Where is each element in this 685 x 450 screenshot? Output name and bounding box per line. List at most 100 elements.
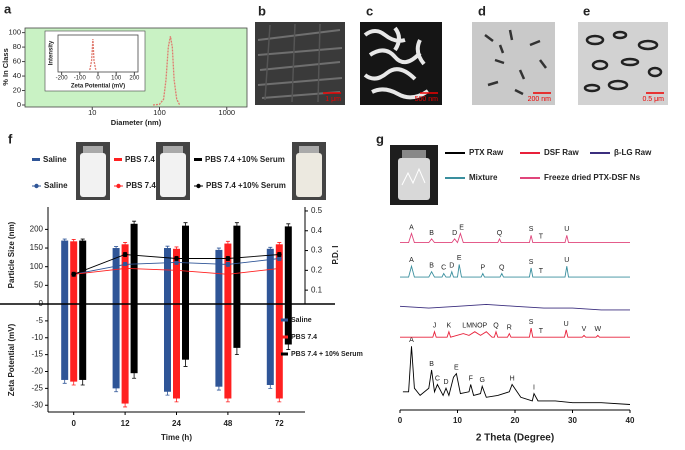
error-bar <box>183 352 188 367</box>
legend-label: PBS 7.4 <box>125 155 155 164</box>
error-bar <box>62 238 67 243</box>
x-tick-label: 1000 <box>218 108 235 117</box>
error-bar <box>174 246 179 252</box>
error-bar <box>114 384 119 393</box>
vial-photo-f2 <box>156 142 190 200</box>
peak-label: Q <box>493 323 499 330</box>
scale-bar-label: 0.5 μm <box>642 96 664 103</box>
x-tick-label: 100 <box>111 76 122 82</box>
xrd-trace <box>400 328 630 338</box>
legend-label: Saline <box>291 317 312 324</box>
error-bar <box>225 240 230 247</box>
panel-label: c <box>366 3 373 18</box>
xrd-trace <box>399 303 630 311</box>
error-bar <box>80 374 85 386</box>
x-tick-label: 200 <box>129 76 140 82</box>
pdi-point <box>225 256 231 261</box>
peak-label: D <box>449 263 454 270</box>
y2-axis-title: P.D. I <box>331 246 340 265</box>
peak-label: U <box>564 321 569 328</box>
peak-label: G <box>479 377 484 384</box>
legend-marker <box>34 183 39 189</box>
peak-label: Q <box>497 230 503 237</box>
zeta-tick-label: -30 <box>31 400 43 409</box>
legend-swatch <box>281 352 288 356</box>
error-bar <box>277 242 282 247</box>
pdi-point <box>174 260 179 265</box>
error-bar <box>123 242 128 247</box>
y-tick-label: 40 <box>13 71 21 80</box>
zeta-bar <box>70 304 78 382</box>
error-bar <box>277 394 282 403</box>
size-bar <box>215 249 223 304</box>
micrograph-c <box>360 22 442 105</box>
zeta-bar <box>121 304 129 404</box>
zeta-bar <box>215 304 223 387</box>
legend-label: Saline <box>43 155 67 164</box>
error-bar <box>71 377 76 386</box>
peak-label: B <box>429 230 434 237</box>
y-tick-label: 100 <box>30 262 44 271</box>
y-tick-label: 80 <box>13 42 21 51</box>
size-bar <box>121 244 129 304</box>
peak-label: T <box>539 268 544 275</box>
legend-label: β-LG Raw <box>614 148 652 157</box>
peak-label: S <box>529 259 534 266</box>
error-bar <box>268 246 273 251</box>
error-bar <box>123 399 128 408</box>
error-bar <box>132 220 137 227</box>
pdi-point <box>276 265 282 271</box>
peak-label: U <box>564 226 569 233</box>
y2-tick-label: 0.2 <box>311 265 323 274</box>
legend-label: PBS 7.4 +10% Serum <box>206 181 286 190</box>
x-axis-title: Diameter (nm) <box>111 118 162 127</box>
error-bar <box>132 367 137 379</box>
size-bar <box>275 244 283 304</box>
x-tick-label: 72 <box>275 419 284 428</box>
size-bar <box>173 248 180 304</box>
x-tick-label: 10 <box>88 108 96 117</box>
size-bar <box>233 225 241 304</box>
peak-label: I <box>533 384 535 391</box>
peak-label: W <box>594 326 601 333</box>
x-tick-label: 20 <box>511 416 520 425</box>
error-bar <box>216 247 221 253</box>
y-tick-label: 20 <box>13 86 21 95</box>
pdi-point <box>122 265 128 271</box>
panel-label: b <box>258 3 266 18</box>
y-tick-label: 0 <box>17 100 21 109</box>
y2-tick-label: 0.3 <box>311 246 323 255</box>
zeta-bar <box>275 304 283 399</box>
zeta-bar <box>173 304 180 399</box>
peak-label: B <box>429 263 434 270</box>
peak-label: A <box>409 224 414 231</box>
legend-label: DSF Raw <box>544 148 579 157</box>
x-tick-label: 30 <box>568 416 577 425</box>
error-bar <box>225 394 230 403</box>
x-tick-label: 100 <box>153 108 166 117</box>
scale-bar-label: 200 nm <box>528 96 552 103</box>
x-tick-label: 10 <box>453 416 462 425</box>
legend-label: Saline <box>44 181 68 190</box>
size-bar <box>61 240 69 304</box>
peak-label: D <box>443 379 448 386</box>
legend-swatch <box>114 158 122 161</box>
error-bar <box>286 339 291 350</box>
legend-label: PBS 7.4 <box>291 334 317 341</box>
peak-label: Q <box>499 264 505 271</box>
peak-label: C <box>441 264 446 271</box>
x-axis-title: 2 Theta (Degree) <box>476 433 554 444</box>
legend-swatch <box>194 158 202 161</box>
zeta-tick-label: -15 <box>31 350 43 359</box>
legend-marker <box>116 183 121 189</box>
x-tick-label: 0 <box>398 416 403 425</box>
peak-label: P <box>480 264 485 271</box>
plot-area <box>57 34 139 73</box>
y-axis-title: Intensity <box>49 40 55 65</box>
zeta-tick-label: -10 <box>31 333 43 342</box>
size-bar <box>112 248 120 304</box>
legend-label: Freeze dried PTX-DSF Ns <box>544 173 641 182</box>
peak-label: S <box>529 226 534 233</box>
panel-label: g <box>376 131 384 146</box>
